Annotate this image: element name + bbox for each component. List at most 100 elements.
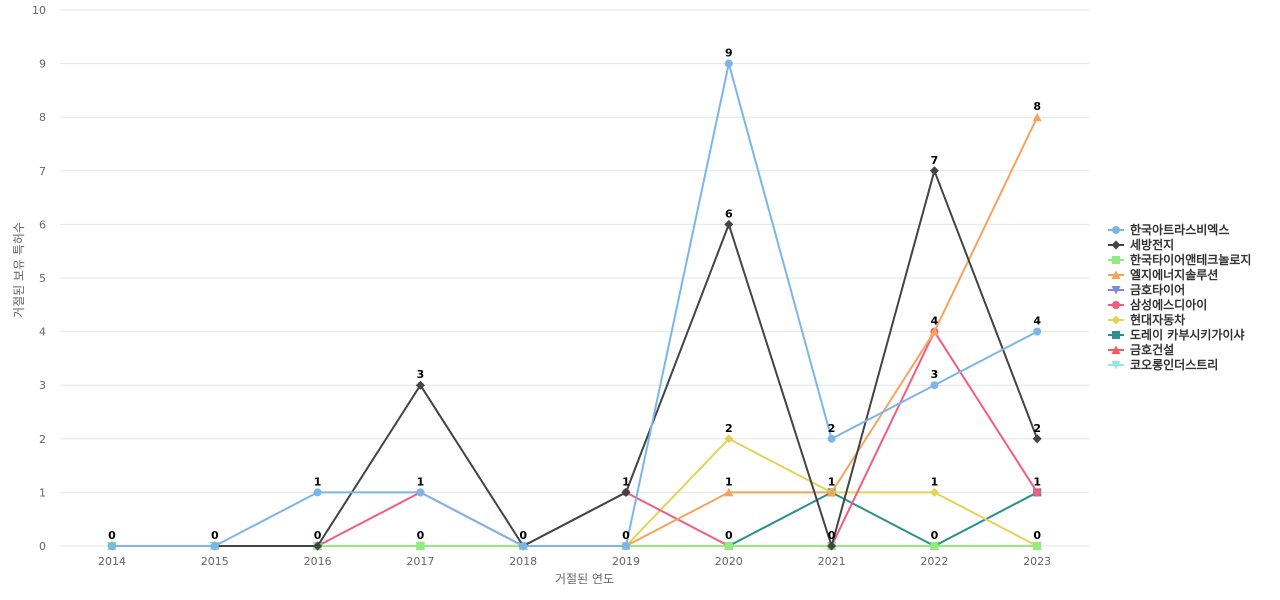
series-1: [108, 59, 1042, 550]
data-point: [210, 542, 219, 550]
data-point: [108, 542, 116, 550]
data-label: 6: [725, 207, 733, 220]
legend-item[interactable]: 세방전지: [1108, 237, 1174, 252]
data-label: 0: [931, 529, 939, 542]
legend-label: 금호타이어: [1130, 282, 1185, 297]
data-label: 2: [828, 422, 836, 435]
series-line: [112, 62, 1038, 547]
legend-label: 삼성에스디아이: [1130, 297, 1207, 312]
data-label: 0: [108, 529, 116, 542]
x-tick-label: 2014: [98, 555, 126, 568]
x-axis-title: 거절된 연도: [555, 572, 614, 586]
data-point: [930, 381, 939, 390]
x-tick-label: 2018: [509, 555, 537, 568]
legend-label: 엘지에너지솔루션: [1130, 267, 1218, 282]
data-label: 4: [1033, 315, 1041, 328]
series-line: [112, 169, 1039, 547]
data-point: [416, 542, 425, 550]
data-point: [621, 487, 631, 497]
legend-marker: [1112, 331, 1120, 339]
data-point: [929, 487, 939, 497]
y-tick-label: 1: [39, 486, 46, 499]
y-tick-label: 0: [39, 540, 46, 553]
legend-item[interactable]: 금호타이어: [1108, 282, 1185, 297]
data-point: [929, 327, 939, 336]
legend-marker: [1111, 286, 1121, 295]
grid: [60, 9, 1089, 547]
data-label: 0: [519, 529, 527, 542]
x-tick-label: 2019: [612, 555, 640, 568]
legend-item[interactable]: 한국타이어앤테크놀로지: [1108, 252, 1251, 267]
data-point: [519, 542, 528, 550]
x-tick-label: 2016: [304, 555, 332, 568]
data-label: 3: [931, 368, 939, 381]
data-point: [1033, 488, 1042, 497]
data-label: 1: [417, 475, 425, 488]
x-tick-label: 2015: [201, 555, 229, 568]
data-label: 1: [931, 475, 939, 488]
data-label: 7: [931, 154, 939, 167]
legend-label: 코오롱인더스트리: [1130, 357, 1218, 372]
data-label: 1: [1033, 475, 1041, 488]
legend: 한국아트라스비엑스세방전지한국타이어앤테크놀로지엘지에너지솔루션금호타이어삼성에…: [1108, 222, 1251, 372]
legend-label: 세방전지: [1130, 237, 1174, 252]
legend-marker: [1112, 226, 1120, 234]
data-point: [724, 487, 734, 497]
series-lines: [107, 59, 1042, 551]
legend-marker: [1112, 301, 1120, 309]
data-point: [827, 487, 837, 497]
y-tick-label: 3: [39, 379, 46, 392]
legend-label: 금호건설: [1130, 342, 1174, 357]
x-axis-ticks: 2014 2015 2016 2017 2018 2019 2020 2021 2022 2023: [98, 555, 1051, 568]
data-label: 2: [725, 422, 733, 435]
data-point: [724, 542, 733, 550]
legend-item[interactable]: 엘지에너지솔루션: [1108, 267, 1218, 282]
legend-item[interactable]: 도레이 카부시키가이샤: [1108, 327, 1245, 342]
data-point: [724, 59, 733, 68]
data-point: [622, 542, 630, 550]
data-point: [724, 219, 734, 229]
y-tick-label: 8: [39, 111, 46, 124]
legend-label: 도레이 카부시키가이샤: [1130, 327, 1245, 342]
y-axis-ticks: 0 1 2 3 4 5 6 7 8 9 10: [32, 4, 46, 553]
legend-item[interactable]: 코오롱인더스트리: [1108, 357, 1218, 372]
data-label: 4: [931, 315, 939, 328]
y-tick-label: 2: [39, 433, 46, 446]
data-label: 2: [1033, 422, 1041, 435]
y-tick-label: 10: [32, 4, 46, 17]
y-tick-label: 9: [39, 58, 46, 71]
legend-marker: [1111, 270, 1121, 279]
data-label: 0: [622, 529, 630, 542]
legend-marker: [1111, 345, 1121, 354]
data-point: [1032, 112, 1042, 122]
y-tick-label: 6: [39, 218, 46, 231]
data-label: 9: [725, 47, 733, 60]
data-point: [827, 434, 836, 443]
data-label: 1: [622, 475, 630, 488]
x-tick-label: 2020: [715, 555, 743, 568]
data-point: [313, 488, 322, 497]
y-axis-title: 거절된 보유 특허수: [12, 222, 26, 318]
data-label: 0: [417, 529, 425, 542]
data-label: 8: [1033, 100, 1041, 113]
data-point: [416, 488, 425, 497]
data-label: 0: [314, 529, 322, 542]
data-label: 1: [828, 475, 836, 488]
legend-item[interactable]: 금호건설: [1108, 342, 1174, 357]
data-point: [827, 541, 837, 551]
data-point: [930, 542, 939, 550]
legend-label: 한국아트라스비엑스: [1130, 222, 1229, 237]
data-point: [1032, 434, 1042, 444]
y-tick-label: 4: [39, 326, 46, 339]
data-label: 1: [725, 475, 733, 488]
data-label: 0: [1033, 529, 1041, 542]
data-point: [1033, 327, 1042, 336]
legend-item[interactable]: 한국아트라스비엑스: [1108, 222, 1229, 237]
data-label: 0: [725, 529, 733, 542]
legend-item[interactable]: 삼성에스디아이: [1108, 297, 1207, 312]
y-tick-label: 7: [39, 165, 46, 178]
legend-item[interactable]: 현대자동차: [1108, 312, 1185, 327]
x-tick-label: 2023: [1023, 555, 1051, 568]
